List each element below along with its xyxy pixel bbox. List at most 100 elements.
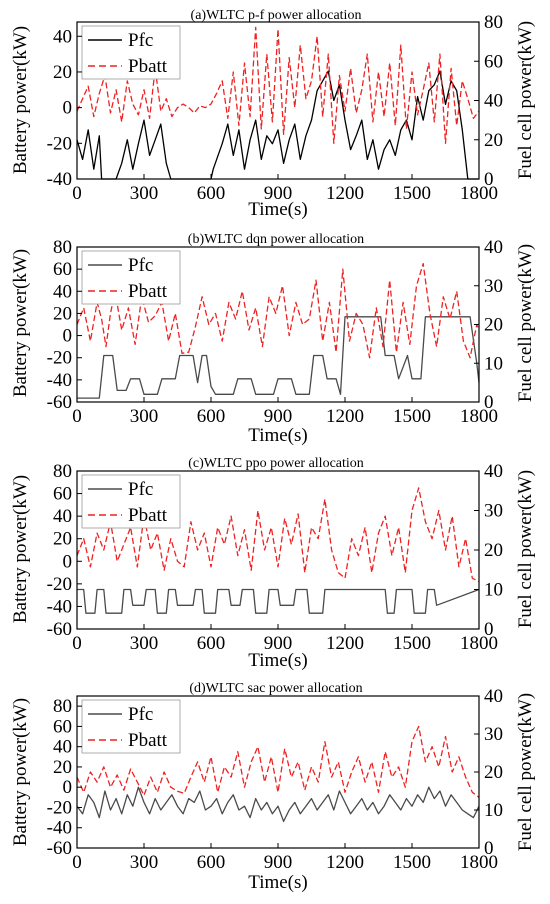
y-tick-label: 0 bbox=[63, 551, 73, 572]
panel-title: (a)WLTC p-f power allocation bbox=[191, 8, 362, 23]
y2-tick-label: 0 bbox=[484, 838, 494, 859]
x-tick-label: 0 bbox=[72, 406, 82, 427]
y2-tick-label: 40 bbox=[484, 91, 503, 112]
legend-label-pfc: Pfc bbox=[128, 255, 153, 276]
legend: Pfc Pbatt bbox=[81, 699, 181, 754]
x-tick-label: 900 bbox=[264, 633, 293, 654]
y-tick-label: 0 bbox=[63, 98, 73, 119]
legend-box bbox=[81, 25, 181, 80]
plot-area bbox=[76, 262, 480, 399]
x-tick-label: 600 bbox=[197, 633, 226, 654]
y-tick-label: 80 bbox=[53, 461, 72, 482]
legend-label-pfc: Pfc bbox=[128, 479, 153, 500]
x-tick-label: 1500 bbox=[393, 183, 431, 204]
y-tick-label: -40 bbox=[47, 818, 72, 839]
y-tick-label: 60 bbox=[53, 484, 72, 505]
y2-axis-label: Fuel cell power(kW) bbox=[515, 21, 536, 179]
y-axis-label: Battery power(kW) bbox=[10, 698, 31, 846]
series-line-pbatt bbox=[76, 487, 480, 583]
plot-area bbox=[76, 26, 480, 180]
y-tick-label: -40 bbox=[47, 169, 72, 190]
legend-label-pbatt: Pbatt bbox=[128, 56, 168, 77]
y2-tick-label: 10 bbox=[484, 800, 503, 821]
legend-label-pbatt: Pbatt bbox=[128, 730, 168, 751]
series-line-pbatt bbox=[76, 262, 480, 359]
x-tick-label: 1200 bbox=[326, 852, 364, 873]
x-tick-label: 1200 bbox=[326, 633, 364, 654]
y2-axis-label: Fuel cell power(kW) bbox=[515, 244, 536, 402]
y2-tick-label: 80 bbox=[484, 12, 503, 33]
x-axis-label: Time(s) bbox=[248, 650, 307, 671]
x-tick-label: 0 bbox=[72, 183, 82, 204]
x-tick-label: 900 bbox=[264, 406, 293, 427]
y2-axis-label: Fuel cell power(kW) bbox=[515, 470, 536, 628]
y-tick-label: 40 bbox=[53, 506, 72, 527]
y-tick-label: 20 bbox=[53, 757, 72, 778]
plot-area bbox=[76, 725, 480, 823]
y2-tick-label: 10 bbox=[484, 580, 503, 601]
y-tick-label: 60 bbox=[53, 259, 72, 280]
y2-tick-label: 10 bbox=[484, 353, 503, 374]
legend-label-pbatt: Pbatt bbox=[128, 281, 168, 302]
x-tick-label: 1800 bbox=[460, 183, 498, 204]
x-tick-label: 300 bbox=[130, 183, 159, 204]
y-axis-label: Battery power(kW) bbox=[10, 249, 31, 397]
y-tick-label: -20 bbox=[47, 797, 72, 818]
legend-box bbox=[81, 250, 181, 305]
y-tick-label: 40 bbox=[53, 281, 72, 302]
y-tick-label: 0 bbox=[63, 777, 73, 798]
legend-label-pfc: Pfc bbox=[128, 30, 153, 51]
y-tick-label: -20 bbox=[47, 574, 72, 595]
x-tick-label: 1500 bbox=[393, 406, 431, 427]
y2-tick-label: 20 bbox=[484, 130, 503, 151]
legend-box bbox=[81, 474, 181, 529]
y-tick-label: 60 bbox=[53, 716, 72, 737]
x-tick-label: 1500 bbox=[393, 633, 431, 654]
y-tick-label: 0 bbox=[63, 326, 73, 347]
y-tick-label: -60 bbox=[47, 392, 72, 413]
x-tick-label: 1500 bbox=[393, 852, 431, 873]
y2-tick-label: 0 bbox=[484, 169, 494, 190]
y-tick-label: -40 bbox=[47, 596, 72, 617]
y2-tick-label: 20 bbox=[484, 762, 503, 783]
y2-tick-label: 20 bbox=[484, 315, 503, 336]
x-tick-label: 600 bbox=[197, 406, 226, 427]
y2-tick-label: 60 bbox=[484, 51, 503, 72]
y-tick-label: 40 bbox=[53, 26, 72, 47]
y-tick-label: 20 bbox=[53, 62, 72, 83]
y2-tick-label: 40 bbox=[484, 686, 503, 707]
y2-tick-label: 30 bbox=[484, 724, 503, 745]
x-axis-label: Time(s) bbox=[248, 199, 307, 220]
legend: Pfc Pbatt bbox=[81, 474, 181, 529]
legend-label-pbatt: Pbatt bbox=[128, 505, 168, 526]
x-axis-label: Time(s) bbox=[248, 872, 307, 893]
x-tick-label: 0 bbox=[72, 633, 82, 654]
panel-c: (c)WLTC ppo power allocation Time(s) Bat… bbox=[10, 456, 536, 671]
x-tick-label: 600 bbox=[197, 183, 226, 204]
x-tick-label: 300 bbox=[130, 406, 159, 427]
x-tick-label: 300 bbox=[130, 633, 159, 654]
plot-area bbox=[76, 487, 480, 614]
x-tick-label: 1800 bbox=[460, 852, 498, 873]
y-tick-label: 80 bbox=[53, 237, 72, 258]
y-tick-label: 40 bbox=[53, 737, 72, 758]
y-tick-label: 20 bbox=[53, 303, 72, 324]
y-tick-label: -60 bbox=[47, 838, 72, 859]
y-tick-label: -40 bbox=[47, 370, 72, 391]
x-axis-label: Time(s) bbox=[248, 425, 307, 446]
y2-axis-label: Fuel cell power(kW) bbox=[515, 693, 536, 851]
legend-label-pfc: Pfc bbox=[128, 704, 153, 725]
x-tick-label: 900 bbox=[264, 852, 293, 873]
panel-d: (d)WLTC sac power allocation Time(s) Bat… bbox=[10, 681, 536, 893]
panel-title: (b)WLTC dqn power allocation bbox=[188, 232, 364, 247]
legend: Pfc Pbatt bbox=[81, 25, 181, 80]
y-tick-label: -60 bbox=[47, 619, 72, 640]
y2-tick-label: 40 bbox=[484, 237, 503, 258]
x-tick-label: 600 bbox=[197, 852, 226, 873]
x-tick-label: 1200 bbox=[326, 183, 364, 204]
x-tick-label: 300 bbox=[130, 852, 159, 873]
y2-tick-label: 30 bbox=[484, 501, 503, 522]
x-tick-label: 1800 bbox=[460, 633, 498, 654]
y-tick-label: 20 bbox=[53, 529, 72, 550]
x-tick-label: 900 bbox=[264, 183, 293, 204]
